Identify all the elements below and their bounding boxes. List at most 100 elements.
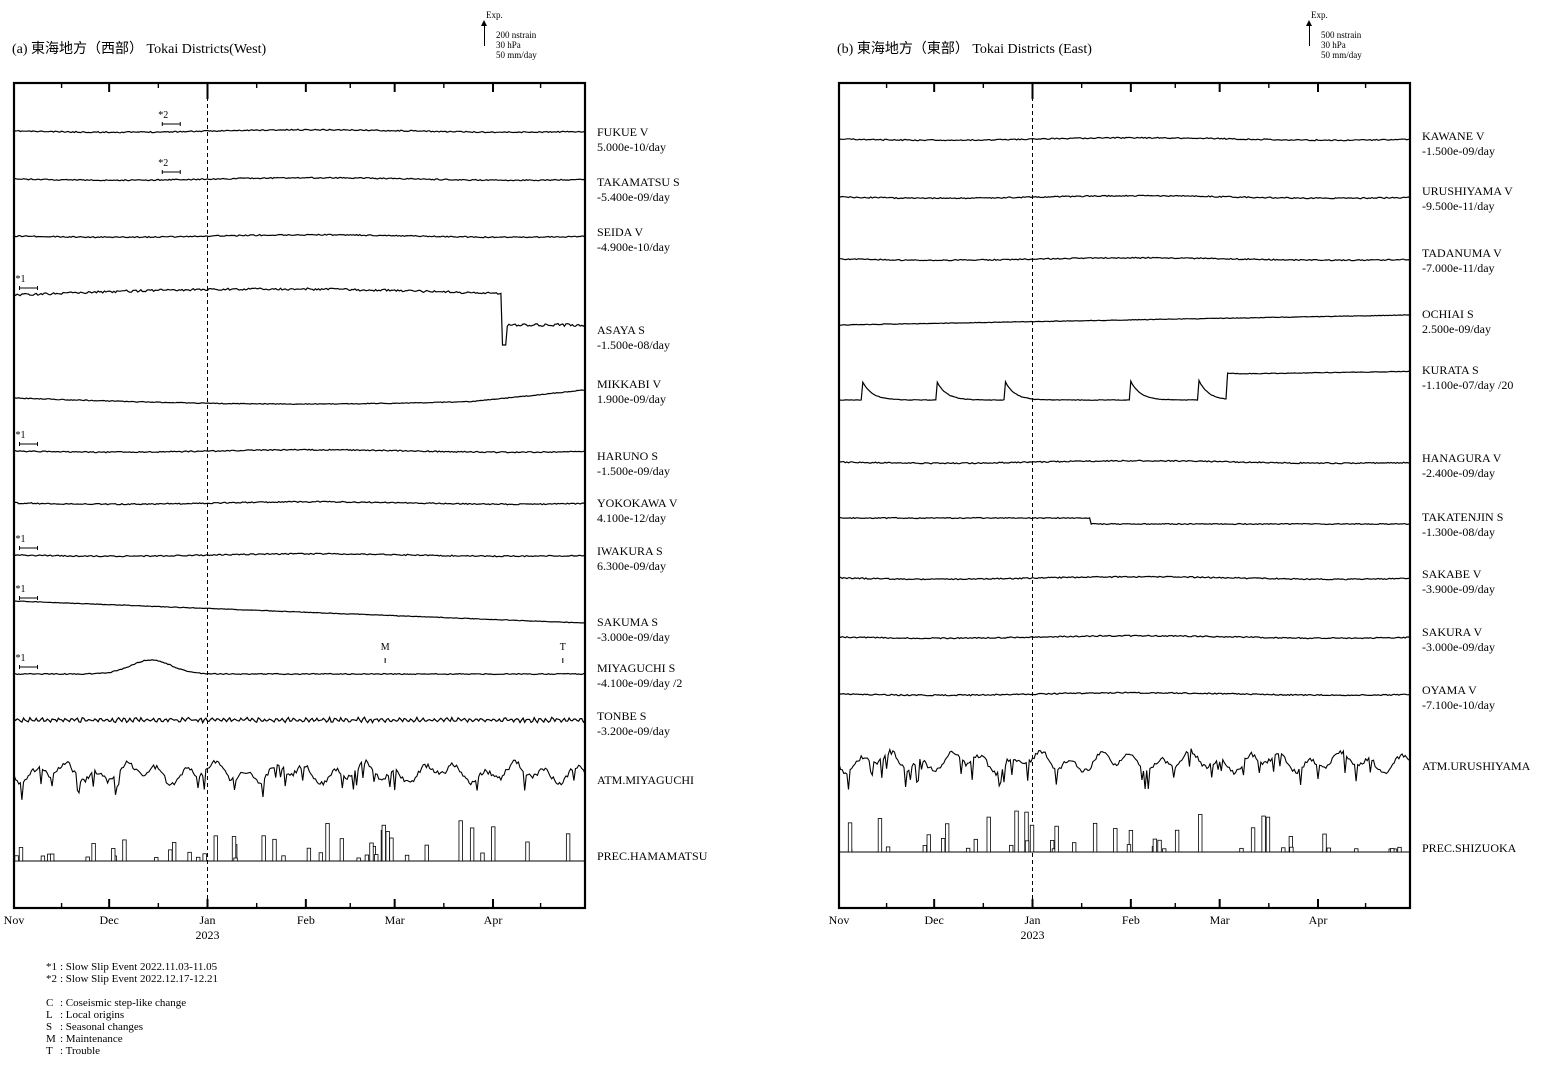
station-label-fukue-v: FUKUE V 5.000e-10/day [597,125,666,155]
scale-legend: Exp. 500 nstrain 30 hPa 50 mm/day [1305,10,1362,60]
precip-bar [1326,847,1331,853]
annotation-sse-label: *1 [16,430,26,441]
annotation-code-label: M [381,642,390,653]
note-code-m: M: Maintenance [46,1033,123,1045]
plot-frame [837,81,1412,910]
station-name: SAKUMA S [597,615,659,629]
precip-bar [91,843,96,862]
station-label-miyaguchi-s: MIYAGUCHI S -4.100e-09/day /2 [597,661,682,691]
precip-bar [404,854,410,862]
station-name: YOKOKAWA V [597,496,678,510]
precip-bar [973,838,978,853]
scale-arrow-icon [480,20,487,46]
station-rate: -3.200e-09/day [597,724,670,738]
station-label-takamatsu-s: TAKAMATSU S -5.400e-09/day [597,175,680,205]
precip-bar [1113,828,1118,853]
station-label-ochiai-s: OCHIAI S 2.500e-09/day [1422,307,1491,337]
note-code-s: S: Seasonal changes [46,1021,144,1033]
station-name: ATM.URUSHIYAMA [1422,759,1531,773]
precip-bar [877,818,883,853]
station-name: TADANUMA V [1422,246,1502,260]
precip-bar [85,856,90,862]
series-line-urushiyama-v [838,194,1411,200]
x-tick-label-feb: Feb [297,913,315,927]
station-label-tonbe-s: TONBE S -3.200e-09/day [597,709,670,739]
x-tick-label-nov: Nov [4,913,25,927]
annotation-sse-label: *2 [158,110,168,121]
x-tick-label-dec: Dec [100,913,119,927]
precip-bar [1261,815,1266,853]
station-name: IWAKURA S [597,544,663,558]
precip-bar [965,847,971,853]
precip-bar [525,841,530,862]
precip-bar [364,854,370,862]
precip-bar [1198,814,1203,853]
station-rate: -1.300e-08/day [1422,525,1495,539]
station-name: MIKKABI V [597,377,662,391]
station-rate: -7.000e-11/day [1422,261,1495,275]
annotation-sse-label: *1 [16,534,26,545]
panel-title: (a) 東海地方（西部） Tokai Districts(West) [12,42,267,57]
precip-bar [168,849,173,862]
precip-bar [369,842,374,862]
station-name: FUKUE V [597,125,649,139]
precip-bar [1390,848,1395,853]
series-line-hanagura-v [838,459,1411,465]
precip-bar [1289,846,1294,853]
precip-bar [1239,847,1244,853]
series-line-sakabe-v [839,575,1411,581]
precip-bar [318,852,323,862]
series-line-seida-v [13,233,586,239]
precip-bar [1009,844,1014,853]
precip-bar [50,853,55,862]
station-label-iwakura-s: IWAKURA S 6.300e-09/day [597,544,666,574]
precip-bar [986,816,991,853]
station-label-sakabe-v: SAKABE V -3.900e-09/day [1422,567,1495,597]
precip-bar [1162,848,1167,853]
station-name: KAWANE V [1422,129,1485,143]
station-rate: -5.400e-09/day [597,190,670,204]
x-tick-label-mar: Mar [385,913,405,927]
plot-area-west: Nov Dec Jan Feb Mar Apr 2023 *2 *2 *1 *1 *1 *1 *1 M T [4,81,587,942]
station-label-haruno-s: HARUNO S -1.500e-09/day [597,449,670,479]
scale-strain: 200 nstrain [496,30,537,40]
precip-bar [1265,816,1271,853]
station-label-yokokawa-v: YOKOKAWA V 4.100e-12/day [597,496,677,526]
station-label-kawane-v: KAWANE V -1.500e-09/day [1422,129,1495,159]
precip-bar [458,820,463,862]
x-tick-label-jan: Jan [1025,913,1041,927]
precip-bar [389,837,394,862]
annotation-sse-label: *1 [16,274,26,285]
precip-bar [1092,822,1098,853]
precip-bar [1397,846,1402,853]
scale-arrow-icon [1305,20,1312,46]
station-label-prec-shizuoka: PREC.SHIZUOKA [1422,841,1516,856]
scale-pressure: 30 hPa [1321,40,1346,50]
station-rate: -4.100e-09/day /2 [597,676,683,690]
annotation-sse-label: *1 [16,653,26,664]
precip-bar [374,854,379,862]
station-label-mikkabi-v: MIKKABI V 1.900e-09/day [597,377,666,407]
precip-bar [565,833,571,862]
precip-bar [154,857,159,862]
series-line-atm-urushiyama [838,747,1411,790]
station-name: HANAGURA V [1422,451,1502,465]
station-name: TAKATENJIN S [1422,510,1504,524]
scale-legend: Exp. 200 nstrain 30 hPa 50 mm/day [480,10,537,60]
precip-bar [272,838,277,862]
precip-bar [196,856,201,862]
annotation-sse-label: *2 [158,158,168,169]
precip-bar [847,822,853,853]
precip-bar [926,834,931,853]
series-line-takatenjin-s [838,516,1411,526]
annotation-code-label: T [560,642,566,653]
station-rate: 2.500e-09/day [1422,322,1491,336]
annotation-sse-label: *1 [16,584,26,595]
station-rate: -7.100e-10/day [1422,698,1495,712]
station-rate: -1.500e-08/day [597,338,670,352]
station-label-takatenjin-s: TAKATENJIN S -1.300e-08/day [1422,510,1503,540]
series-line-tonbe-s [13,715,586,725]
precip-bar [885,846,891,853]
station-label-asaya-s: ASAYA S -1.500e-08/day [597,323,670,353]
series-line-haruno-s [13,448,585,454]
